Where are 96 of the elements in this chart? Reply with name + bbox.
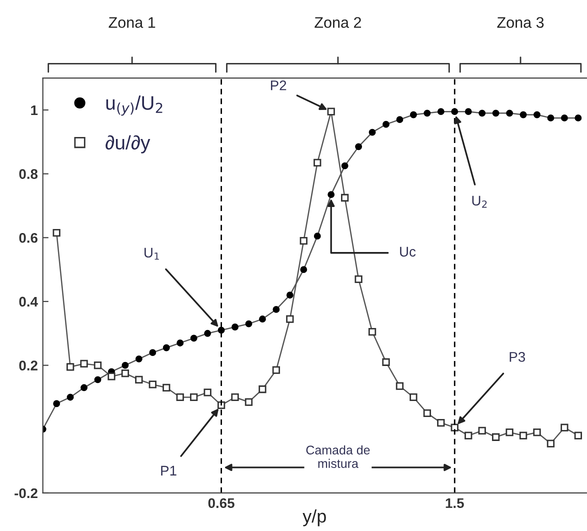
point [492,433,500,441]
point [396,116,404,124]
point [94,376,102,384]
legend-label: u$_{(y)}$/U$_{2}$ [106,96,162,116]
point [245,320,252,328]
point [231,393,239,402]
annotation: P1 [161,466,176,476]
point [272,306,280,313]
point [218,326,225,334]
point [314,158,322,166]
point [66,363,74,371]
point [232,324,238,330]
point [53,400,60,408]
y-tick-label: 0.8 [19,169,38,179]
annotation: Camada de mistura [306,445,370,468]
point [478,426,486,435]
point [450,424,458,432]
point [560,424,568,432]
point [286,315,294,323]
point [396,382,404,390]
point [410,111,417,118]
annotation: U$_{2}$ [472,196,487,208]
point [190,393,198,402]
point [382,358,390,366]
point [300,237,308,245]
point [341,194,349,202]
point [244,398,253,406]
annotation: Uc [400,246,416,257]
point [176,339,184,346]
text: Zona 3 [497,17,544,28]
text: Zona 2 [314,17,361,28]
point [314,232,321,240]
point [204,330,212,337]
point [327,108,335,116]
point [272,366,280,374]
point [520,111,527,118]
point [534,111,540,118]
point [162,344,170,352]
point [80,384,88,392]
point [148,380,156,388]
point [547,114,554,122]
point [341,162,348,170]
annotation: P3 [510,352,526,362]
point [546,440,555,448]
point [135,355,142,362]
point [533,428,541,436]
point [52,229,60,237]
point [437,108,444,116]
point [122,362,129,369]
point [162,384,170,392]
point [300,266,308,274]
x-tick-label: 0.65 [208,498,234,508]
y-tick-label: -0.2 [14,488,38,498]
point [574,432,582,440]
point [204,388,212,396]
point [149,349,156,356]
point [424,110,431,117]
point [286,292,294,299]
point [121,369,130,378]
point [464,108,472,116]
point [492,110,500,117]
point [560,114,568,122]
point [423,409,432,418]
point [368,328,376,336]
y-tick-label: 0.4 [19,296,38,307]
point [478,110,486,117]
point [190,334,198,342]
annotation: P2 [270,80,286,90]
point [94,361,102,370]
point [382,120,390,128]
point [506,428,514,436]
x-axis-title: y/p [302,509,326,526]
point [108,372,116,380]
point [464,432,472,440]
point [437,418,445,427]
y-tick-label: 0.2 [19,360,38,370]
point [574,114,582,122]
x-tick-label: 1.5 [446,498,464,508]
point [328,191,335,198]
y-tick-label: 1 [31,105,38,116]
point [355,143,362,150]
point [259,316,266,323]
point [410,393,418,402]
point [368,128,376,136]
legend-label: ∂u/∂y [106,135,150,154]
y-tick-label: 0.6 [19,232,38,243]
point [80,360,88,368]
point [354,275,362,283]
point [506,110,514,117]
point [519,432,528,440]
point [135,376,143,384]
point [66,394,74,401]
point [176,393,184,402]
text: Zona 1 [108,17,156,28]
annotation: U$_{1}$ [144,248,159,260]
point [258,385,266,394]
